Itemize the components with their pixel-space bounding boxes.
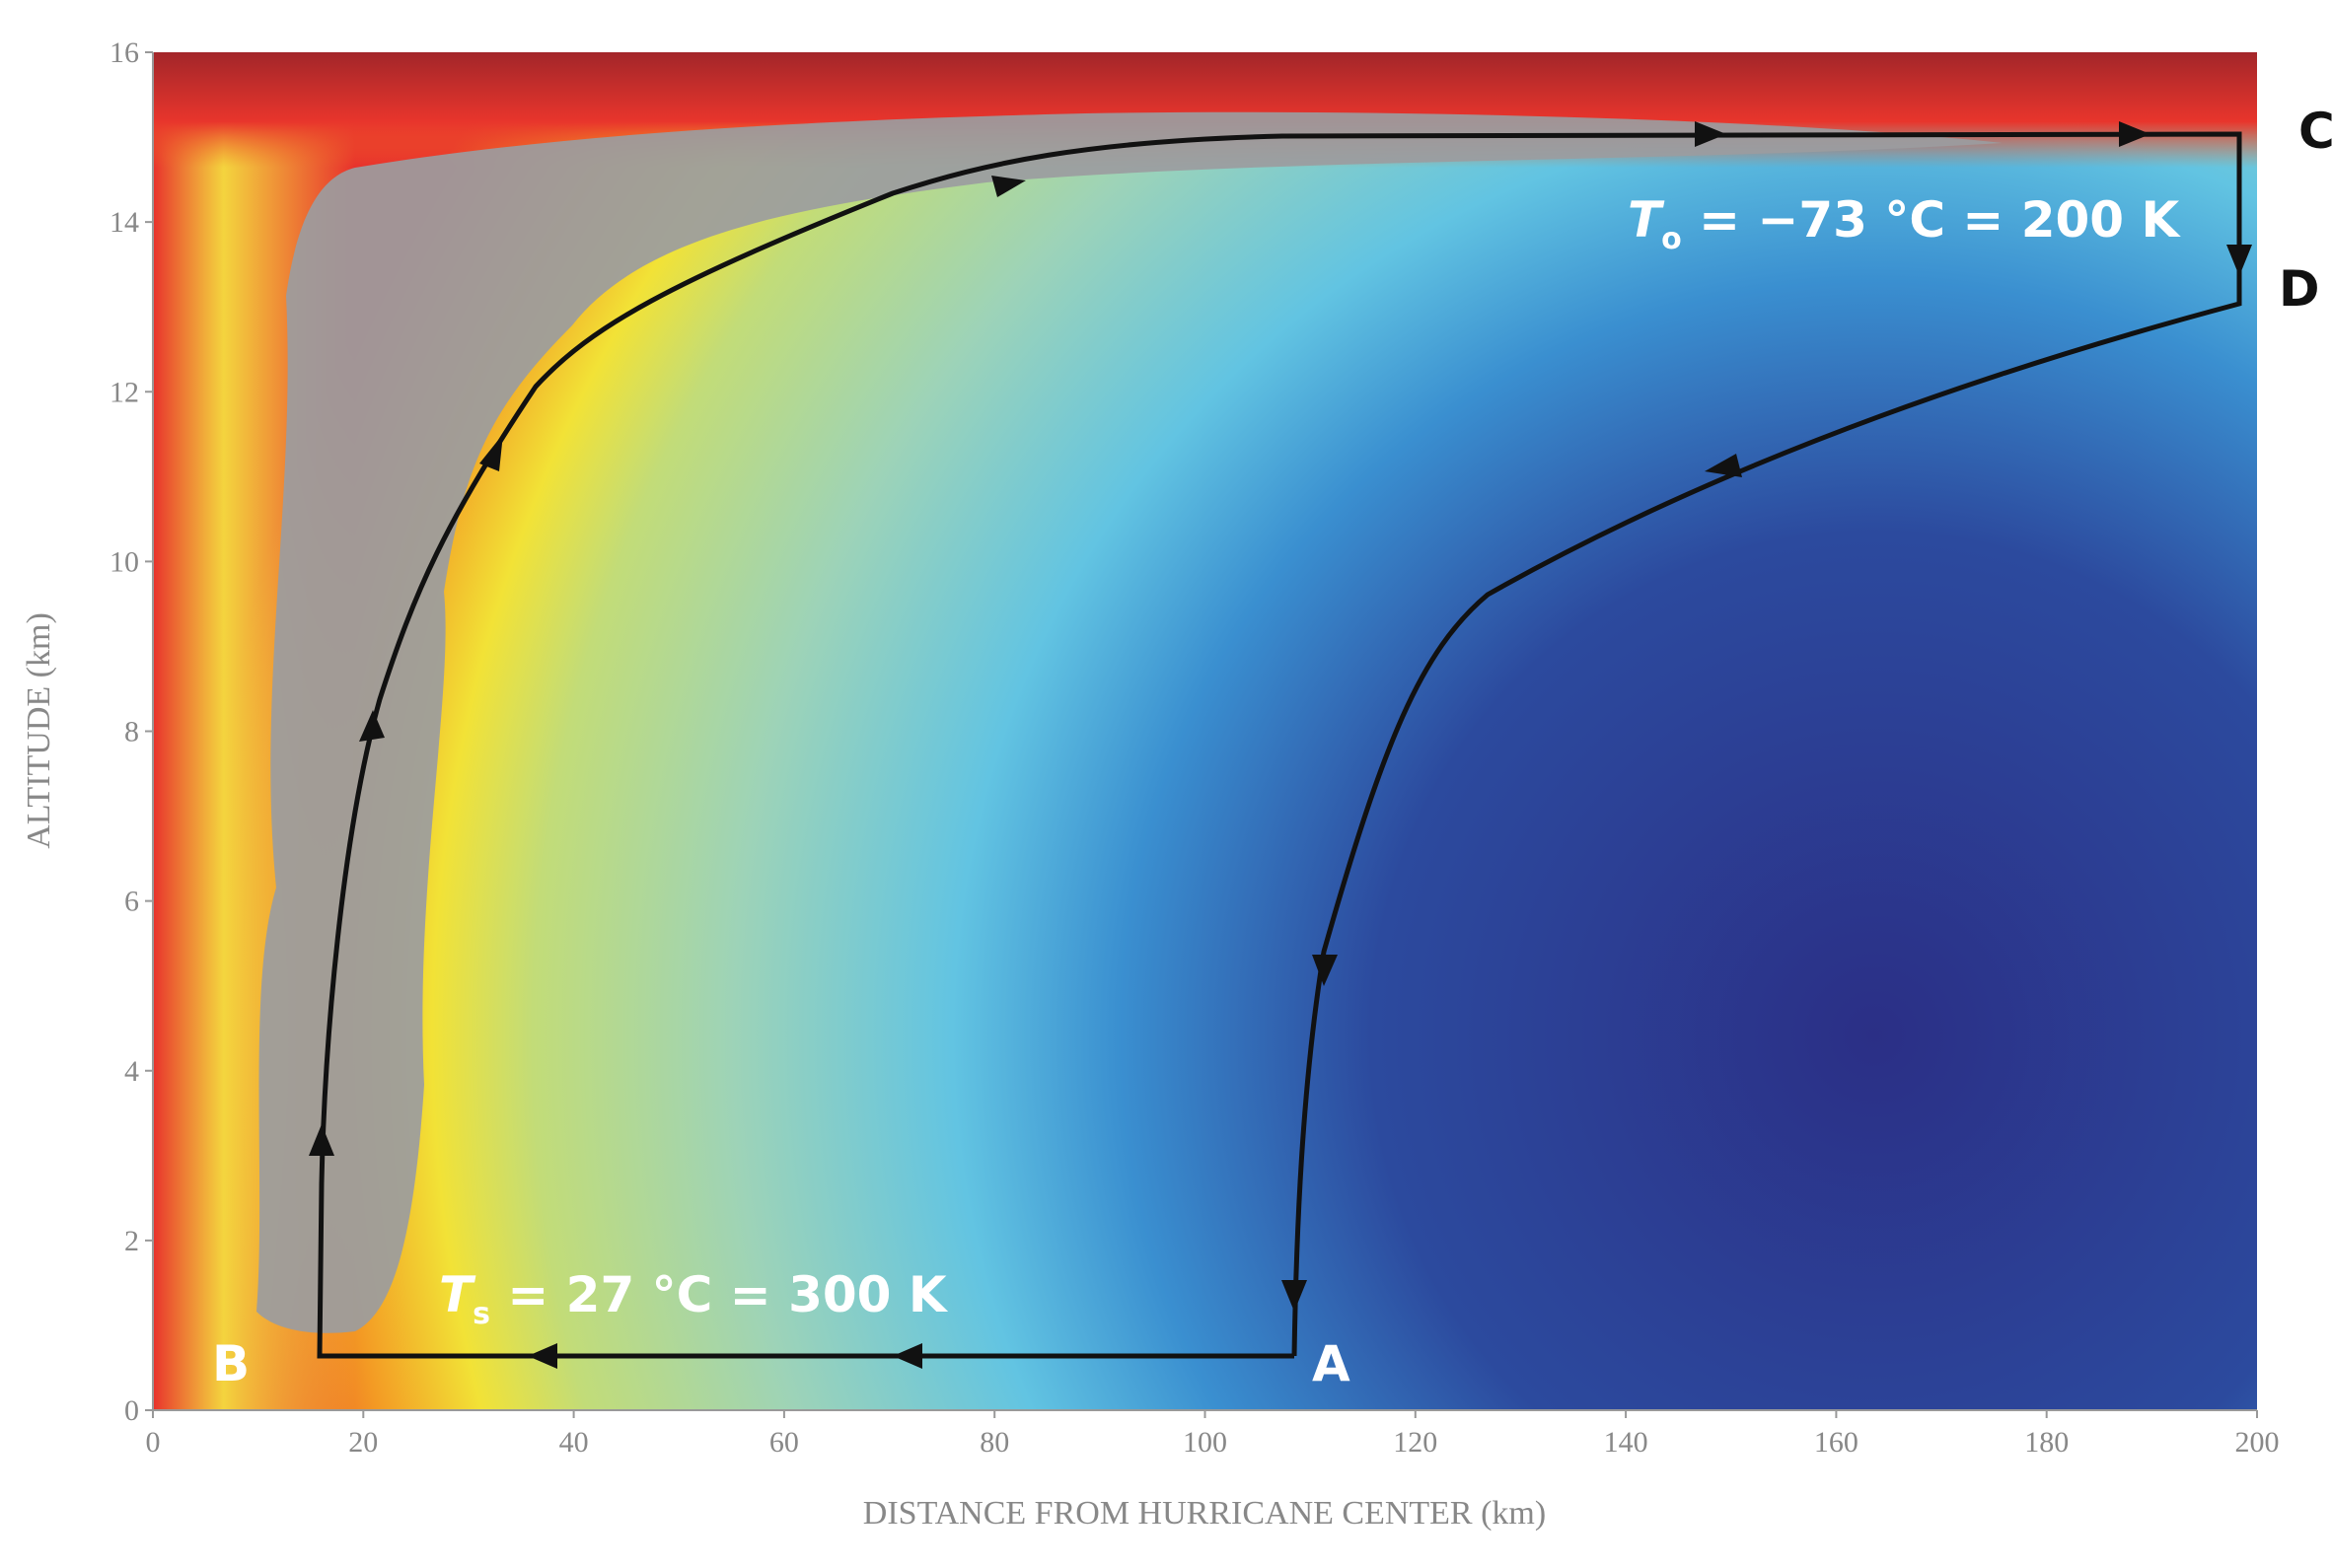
y-tick-label: 0 xyxy=(124,1394,139,1427)
x-axis-title: DISTANCE FROM HURRICANE CENTER (km) xyxy=(863,1495,1546,1532)
x-tick-label: 20 xyxy=(348,1426,378,1459)
annotation-subscript: o xyxy=(1661,222,1682,256)
arrows xyxy=(309,121,2252,1369)
y-tick-label: 16 xyxy=(109,36,139,69)
x-tick-label: 140 xyxy=(1604,1426,1648,1459)
annotation-text: = −73 °C = 200 K xyxy=(1682,191,2182,249)
x-tick-label: 160 xyxy=(1814,1426,1858,1459)
x-tick-label: 180 xyxy=(2024,1426,2069,1459)
x-tick-label: 100 xyxy=(1183,1426,1227,1459)
y-tick-label: 8 xyxy=(124,716,139,748)
x-tick-label: 0 xyxy=(146,1426,161,1459)
y-tick-label: 2 xyxy=(124,1225,139,1257)
x-tick-label: 80 xyxy=(980,1426,1009,1459)
cloud xyxy=(256,111,2003,1333)
annotation-subscript: s xyxy=(473,1297,490,1331)
y-axis-title: ALTITUDE (km) xyxy=(21,612,57,849)
y-tick-label: 14 xyxy=(109,206,139,239)
y-tick-label: 4 xyxy=(124,1055,139,1088)
annotation-symbol: T xyxy=(439,1266,476,1323)
annotation-symbol: T xyxy=(1628,191,1665,249)
x-tick-label: 120 xyxy=(1393,1426,1437,1459)
point-label: D xyxy=(2279,260,2320,318)
x-tick-label: 40 xyxy=(559,1426,589,1459)
point-label: B xyxy=(212,1335,250,1392)
y-tick-label: 6 xyxy=(124,886,139,918)
y-tick-label: 10 xyxy=(109,545,139,578)
point-label: C xyxy=(2298,103,2332,160)
y-tick-label: 12 xyxy=(109,376,139,408)
annotation: To = −73 °C = 200 K xyxy=(1628,191,2182,256)
point-label: A xyxy=(1312,1335,1350,1392)
annotation-text: = 27 °C = 300 K xyxy=(490,1266,949,1323)
axes-frame xyxy=(152,52,2257,1411)
cycle xyxy=(317,131,2242,1359)
annotation: Ts = 27 °C = 300 K xyxy=(439,1266,949,1331)
plot-background xyxy=(153,52,2257,1410)
x-tick-label: 60 xyxy=(769,1426,799,1459)
x-tick-label: 200 xyxy=(2235,1426,2280,1459)
